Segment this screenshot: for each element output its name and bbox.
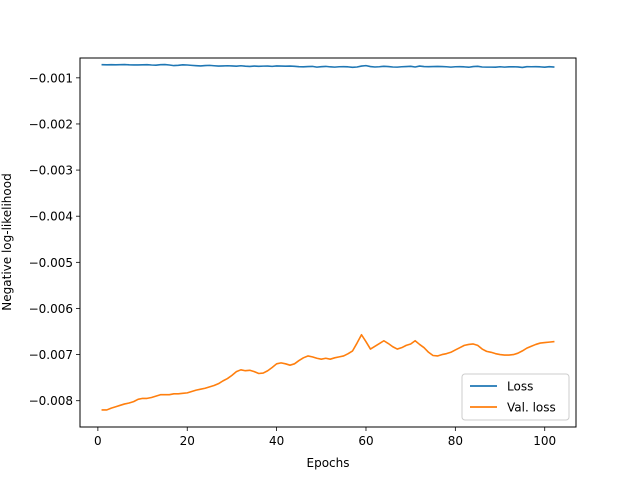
- x-tick-label: 100: [533, 434, 556, 448]
- x-tick-label: 20: [180, 434, 195, 448]
- axes-frame: [79, 57, 577, 428]
- y-tick-label: −0.007: [29, 348, 73, 362]
- series-layer: [101, 63, 555, 411]
- y-tick-label: −0.008: [29, 394, 73, 408]
- y-tick-label: −0.004: [29, 210, 73, 224]
- legend: Loss Val. loss: [461, 373, 570, 421]
- x-tick-label: 40: [269, 434, 284, 448]
- series-line-val-loss: [101, 333, 555, 411]
- y-tick-label: −0.002: [29, 117, 73, 131]
- series-line-loss: [101, 63, 555, 69]
- x-tick-label: 60: [358, 434, 373, 448]
- legend-label-val-loss: Val. loss: [507, 401, 556, 415]
- y-tick-label: −0.006: [29, 302, 73, 316]
- legend-label-loss: Loss: [507, 380, 533, 394]
- y-tick-label: −0.003: [29, 164, 73, 178]
- plot-area: [79, 57, 577, 428]
- x-axis-ticks: 0 20 40 60 80 100: [94, 427, 556, 448]
- x-axis-label: Epochs: [307, 456, 350, 470]
- axes-background: [80, 58, 576, 427]
- y-axis-label: Negative log-likelihood: [0, 173, 14, 310]
- y-tick-label: −0.005: [29, 256, 73, 270]
- x-tick-label: 80: [448, 434, 463, 448]
- y-axis-ticks: −0.001 −0.002 −0.003 −0.004 −0.005 −0.006 −0.0…: [29, 71, 80, 408]
- x-tick-label: 0: [94, 434, 102, 448]
- y-tick-label: −0.001: [29, 71, 73, 85]
